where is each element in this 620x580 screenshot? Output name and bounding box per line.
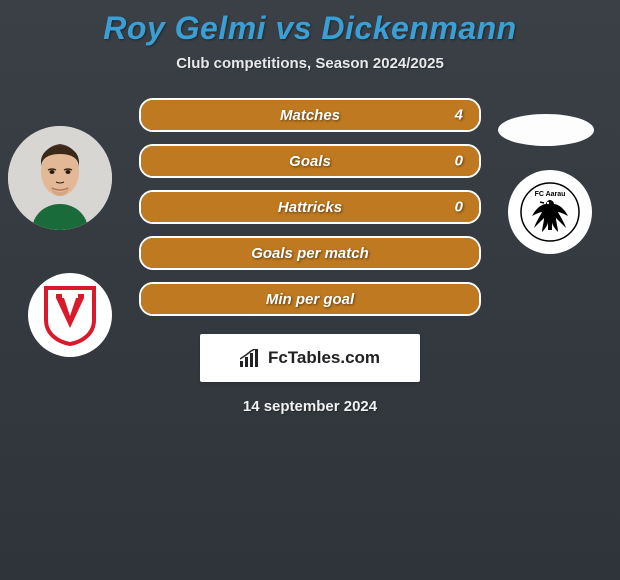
brand-text: FcTables.com — [268, 348, 380, 368]
aarau-eagle-icon: FC Aarau — [520, 182, 580, 242]
stats-bars: Matches 4 Goals 0 Hattricks 0 Goals per … — [139, 98, 481, 316]
svg-text:FC Aarau: FC Aarau — [535, 191, 566, 198]
opponent-placeholder — [498, 114, 594, 146]
bar-goals-per-match: Goals per match — [139, 236, 481, 270]
bar-matches: Matches 4 — [139, 98, 481, 132]
date-label: 14 september 2024 — [0, 398, 620, 415]
player-portrait-icon — [8, 126, 112, 230]
bar-hattricks: Hattricks 0 — [139, 190, 481, 224]
club-badge-left — [28, 273, 112, 357]
bar-value: 0 — [455, 199, 463, 216]
bar-value: 4 — [455, 107, 463, 124]
page-title: Roy Gelmi vs Dickenmann — [0, 0, 620, 55]
vaduz-shield-icon — [42, 284, 98, 346]
content-area: FC Aarau Matches 4 Goals 0 Hattricks 0 G… — [0, 98, 620, 415]
bar-label: Goals — [289, 153, 331, 170]
brand-chart-icon — [240, 349, 262, 367]
bar-label: Goals per match — [251, 245, 369, 262]
bar-value: 0 — [455, 153, 463, 170]
bar-min-per-goal: Min per goal — [139, 282, 481, 316]
bar-label: Matches — [280, 107, 340, 124]
bar-label: Hattricks — [278, 199, 342, 216]
player-avatar — [8, 126, 112, 230]
subtitle: Club competitions, Season 2024/2025 — [0, 55, 620, 98]
bar-goals: Goals 0 — [139, 144, 481, 178]
club-badge-right: FC Aarau — [508, 170, 592, 254]
brand-box: FcTables.com — [200, 334, 420, 382]
bar-label: Min per goal — [266, 291, 354, 308]
